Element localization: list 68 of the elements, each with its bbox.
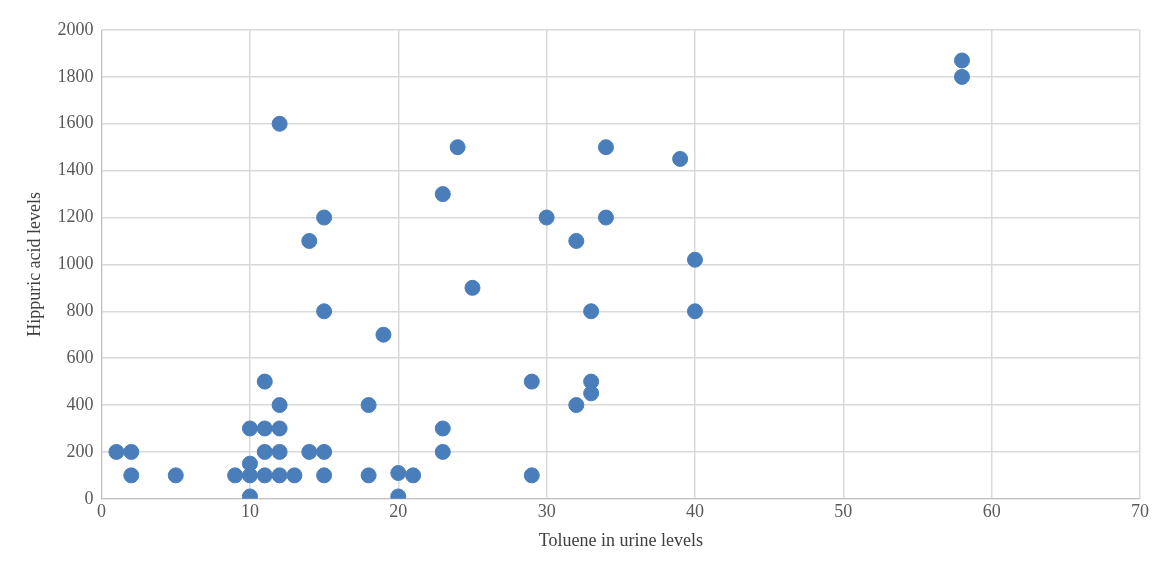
- point: [360, 467, 377, 484]
- x-tick-label: 50: [834, 501, 853, 522]
- y-tick-label: 0: [84, 487, 94, 508]
- point: [523, 467, 540, 484]
- y-tick-label: 1200: [57, 206, 94, 227]
- point: [316, 467, 333, 484]
- point: [568, 397, 585, 414]
- point: [256, 467, 273, 484]
- x-tick-label: 10: [240, 501, 259, 522]
- y-tick-label: 600: [66, 346, 94, 367]
- point: [108, 443, 125, 460]
- x-axis-title: Toluene in urine levels: [538, 529, 703, 550]
- point: [523, 373, 540, 390]
- y-tick-label: 200: [66, 440, 94, 461]
- point: [360, 397, 377, 414]
- point: [449, 139, 466, 156]
- point: [686, 303, 703, 320]
- point: [286, 467, 303, 484]
- y-tick-label: 800: [66, 300, 94, 321]
- point: [123, 467, 140, 484]
- x-tick-label: 0: [97, 501, 107, 522]
- point: [583, 373, 600, 390]
- point: [123, 443, 140, 460]
- point: [568, 232, 585, 249]
- y-tick-label: 2000: [57, 18, 94, 39]
- point: [597, 139, 614, 156]
- point: [434, 420, 451, 437]
- y-tick-label: 1800: [57, 65, 94, 86]
- point: [271, 443, 288, 460]
- point: [434, 186, 451, 203]
- point: [227, 467, 244, 484]
- y-tick-label: 1600: [57, 112, 94, 133]
- x-tick-label: 30: [537, 501, 556, 522]
- point: [538, 209, 555, 226]
- point: [434, 443, 451, 460]
- point: [953, 68, 970, 85]
- point: [241, 420, 258, 437]
- y-tick-label: 1000: [57, 253, 94, 274]
- y-axis-title: Hippuric acid levels: [23, 191, 44, 337]
- x-tick-label: 20: [389, 501, 408, 522]
- point: [271, 397, 288, 414]
- y-tick-label: 400: [66, 393, 94, 414]
- point: [686, 251, 703, 268]
- point: [301, 232, 318, 249]
- point: [167, 467, 184, 484]
- point: [390, 465, 407, 482]
- y-tick-label: 1400: [57, 159, 94, 180]
- point: [405, 467, 422, 484]
- point: [316, 303, 333, 320]
- point: [256, 420, 273, 437]
- point: [953, 52, 970, 69]
- point: [271, 420, 288, 437]
- point: [271, 467, 288, 484]
- point: [672, 150, 689, 167]
- point: [583, 303, 600, 320]
- point: [316, 443, 333, 460]
- point: [375, 326, 392, 343]
- point: [241, 455, 258, 472]
- x-tick-label: 60: [982, 501, 1001, 522]
- point: [597, 209, 614, 226]
- x-tick-label: 40: [685, 501, 704, 522]
- point: [256, 373, 273, 390]
- x-tick-label: 70: [1131, 501, 1149, 522]
- point: [464, 279, 481, 296]
- point: [256, 443, 273, 460]
- point: [301, 443, 318, 460]
- point: [271, 115, 288, 132]
- point: [316, 209, 333, 226]
